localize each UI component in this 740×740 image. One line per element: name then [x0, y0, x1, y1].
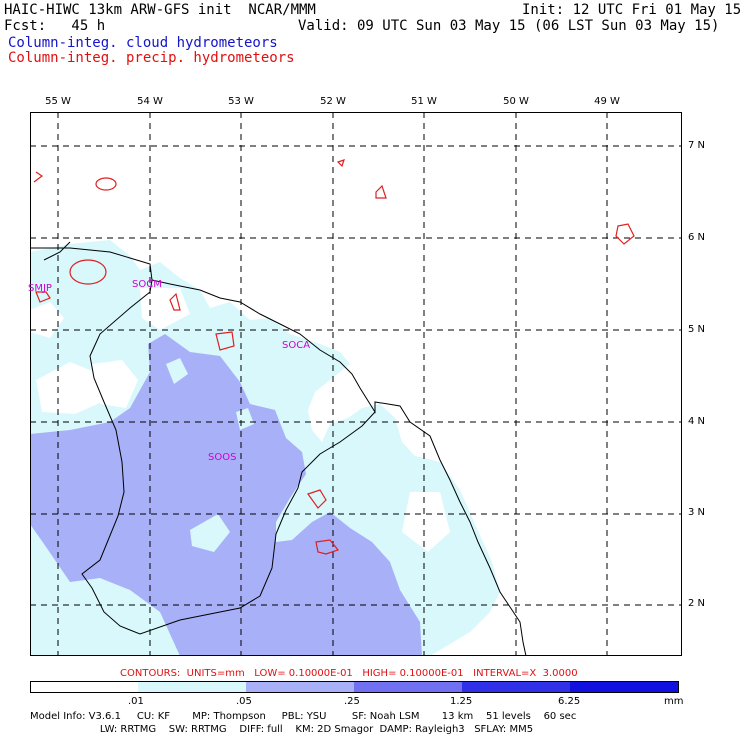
lon-label-53w: 53 W — [228, 96, 254, 107]
colorbar-swatch-4 — [462, 681, 570, 693]
weather-map — [30, 112, 682, 656]
coastline — [30, 241, 527, 656]
graticule — [30, 112, 682, 656]
cloud-medium-region — [30, 334, 422, 656]
colorbar-label-4: 6.25 — [558, 696, 581, 707]
clear-patch-6 — [402, 492, 450, 552]
lat-label-2n: 2 N — [688, 598, 706, 609]
colorbar-label-1: .05 — [236, 696, 252, 707]
lat-label-5n: 5 N — [688, 324, 706, 335]
lat-label-7n: 7 N — [688, 140, 706, 151]
cloud-light-hole-2 — [166, 358, 188, 384]
cloud-light-hole-1 — [190, 514, 230, 552]
precip-contours — [33, 159, 635, 555]
colorbar-swatch-2 — [246, 681, 354, 693]
init-time: Init: 12 UTC Fri 01 May 15 — [522, 2, 740, 18]
clear-patch-2 — [92, 360, 138, 408]
station-soca: SOCA — [282, 340, 311, 351]
model-info-line1: Model Info: V3.6.1 CU: KF MP: Thompson P… — [30, 711, 577, 722]
colorbar-label-0: .01 — [128, 696, 144, 707]
lat-label-4n: 4 N — [688, 416, 706, 427]
clear-patch-4 — [30, 302, 64, 338]
map-frame — [30, 112, 682, 656]
clear-patch-1 — [36, 362, 102, 414]
station-socm: SOCM — [132, 279, 162, 290]
lon-label-54w: 54 W — [137, 96, 163, 107]
lon-label-51w: 51 W — [411, 96, 437, 107]
colorbar-label-3: 1.25 — [450, 696, 473, 707]
lon-label-52w: 52 W — [320, 96, 346, 107]
forecast-hour: Fcst: 45 h — [4, 18, 106, 34]
lon-label-49w: 49 W — [594, 96, 620, 107]
colorbar-label-2: .25 — [344, 696, 360, 707]
lon-label-50w: 50 W — [503, 96, 529, 107]
lon-label-55w: 55 W — [45, 96, 71, 107]
colorbar — [30, 681, 679, 693]
station-smjp: SMJP — [28, 283, 52, 294]
model-info-line2: LW: RRTMG SW: RRTMG DIFF: full KM: 2D Sm… — [30, 724, 534, 735]
field-precip-label: Column-integ. precip. hydrometeors — [8, 50, 295, 66]
model-title: HAIC-HIWC 13km ARW-GFS init NCAR/MMM — [4, 2, 316, 18]
colorbar-swatch-5 — [570, 681, 678, 693]
lat-label-6n: 6 N — [688, 232, 706, 243]
colorbar-frame — [30, 681, 679, 693]
station-soos: SOOS — [208, 452, 237, 463]
field-cloud-label: Column-integ. cloud hydrometeors — [8, 35, 278, 51]
colorbar-swatch-1 — [138, 681, 246, 693]
lat-label-3n: 3 N — [688, 507, 706, 518]
valid-time: Valid: 09 UTC Sun 03 May 15 (06 LST Sun … — [298, 18, 720, 34]
colorbar-swatch-3 — [354, 681, 462, 693]
colorbar-swatch-0 — [30, 681, 138, 693]
colorbar-unit: mm — [664, 696, 684, 707]
contours-info: CONTOURS: UNITS=mm LOW= 0.10000E-01 HIGH… — [120, 668, 578, 679]
